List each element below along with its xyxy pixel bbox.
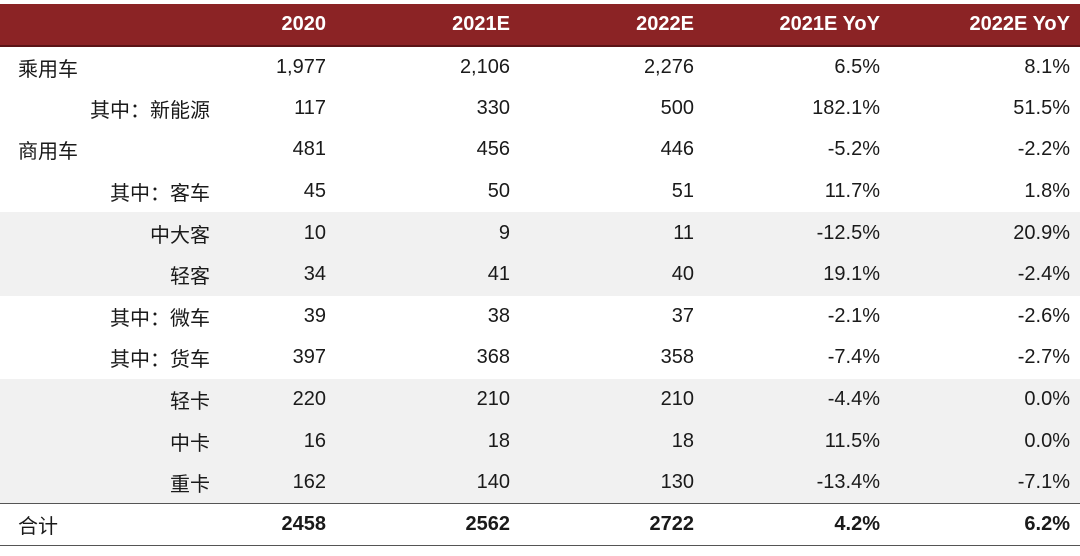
header-cell-2021e: 2021E xyxy=(336,4,520,47)
row-value: 20.9% xyxy=(1013,221,1070,244)
row-value: 0.0% xyxy=(1024,429,1070,452)
row-value: 40 xyxy=(671,263,694,286)
row-value: 210 xyxy=(660,388,694,411)
row-label: 乘用车 xyxy=(18,58,78,81)
header-row: 2020 2021E 2022E 2021E YoY 2022E YoY xyxy=(0,4,1080,47)
table-row: 乘用车 1,977 2,106 2,276 6.5% 8.1% xyxy=(0,46,1080,88)
row-value: -13.4% xyxy=(816,470,880,493)
header-cell-label xyxy=(0,4,224,47)
total-value: 4.2% xyxy=(704,503,890,546)
row-value: 50 xyxy=(487,180,510,203)
row-value: 330 xyxy=(476,96,510,119)
table-row: 其中：微车 39 38 37 -2.1% -2.6% xyxy=(0,296,1080,338)
row-value: -12.5% xyxy=(816,221,880,244)
row-value: 11.7% xyxy=(824,180,880,203)
row-value: -7.1% xyxy=(1017,470,1070,493)
row-value: 11 xyxy=(673,221,694,244)
row-value: 397 xyxy=(292,346,326,369)
row-value: -2.6% xyxy=(1017,304,1070,327)
table-row: 其中：客车 45 50 51 11.7% 1.8% xyxy=(0,171,1080,213)
row-value: 51 xyxy=(671,180,694,203)
row-value: 130 xyxy=(660,470,694,493)
row-value: 11.5% xyxy=(824,429,880,452)
row-label: 轻客 xyxy=(170,266,210,289)
table-header: 2020 2021E 2022E 2021E YoY 2022E YoY xyxy=(0,4,1080,47)
row-value: -2.1% xyxy=(827,304,880,327)
table-row: 重卡 162 140 130 -13.4% -7.1% xyxy=(0,461,1080,504)
row-value: -2.4% xyxy=(1017,263,1070,286)
row-label: 其中：新能源 xyxy=(90,99,210,122)
row-value: 446 xyxy=(660,138,694,161)
row-value: 8.1% xyxy=(1024,55,1070,78)
row-value: 10 xyxy=(303,221,326,244)
row-value: 41 xyxy=(487,263,510,286)
row-value: 39 xyxy=(303,304,326,327)
row-value: 140 xyxy=(476,470,510,493)
row-value: 51.5% xyxy=(1013,96,1070,119)
row-value: 456 xyxy=(476,138,510,161)
table-row: 商用车 481 456 446 -5.2% -2.2% xyxy=(0,129,1080,171)
row-label: 中大客 xyxy=(150,224,210,247)
row-value: 6.5% xyxy=(834,55,880,78)
row-value: -5.2% xyxy=(827,138,880,161)
row-value: 182.1% xyxy=(812,96,880,119)
header-cell-2022e: 2022E xyxy=(520,4,704,47)
row-value: 210 xyxy=(476,388,510,411)
table-row: 中卡 16 18 18 11.5% 0.0% xyxy=(0,420,1080,462)
row-value: 117 xyxy=(294,96,326,119)
row-value: 18 xyxy=(671,429,694,452)
row-value: 45 xyxy=(303,180,326,203)
row-value: 18 xyxy=(487,429,510,452)
row-value: -4.4% xyxy=(827,388,880,411)
row-value: 34 xyxy=(303,263,326,286)
row-label: 商用车 xyxy=(18,141,78,164)
row-value: -2.2% xyxy=(1017,138,1070,161)
row-value: 481 xyxy=(292,138,326,161)
total-value: 2562 xyxy=(336,503,520,546)
row-label: 重卡 xyxy=(170,473,210,496)
row-label: 轻卡 xyxy=(170,391,210,414)
row-value: -2.7% xyxy=(1017,346,1070,369)
header-cell-2022e-yoy: 2022E YoY xyxy=(890,4,1080,47)
table-row: 其中：新能源 117 330 500 182.1% 51.5% xyxy=(0,88,1080,130)
table-row: 轻客 34 41 40 19.1% -2.4% xyxy=(0,253,1080,296)
table-row: 轻卡 220 210 210 -4.4% 0.0% xyxy=(0,378,1080,421)
row-value: 38 xyxy=(487,304,510,327)
row-value: 162 xyxy=(292,470,326,493)
row-value: -7.4% xyxy=(827,346,880,369)
table-body: 乘用车 1,977 2,106 2,276 6.5% 8.1% 其中：新能源 117 330 50… xyxy=(0,46,1080,546)
total-value: 6.2% xyxy=(890,503,1080,546)
row-value: 2,106 xyxy=(459,55,510,78)
row-value: 500 xyxy=(660,96,694,119)
row-value: 19.1% xyxy=(823,263,880,286)
row-label: 中卡 xyxy=(170,432,210,455)
row-value: 9 xyxy=(498,221,510,244)
row-value: 37 xyxy=(671,304,694,327)
row-value: 0.0% xyxy=(1024,388,1070,411)
row-value: 16 xyxy=(303,429,326,452)
row-value: 2,276 xyxy=(643,55,694,78)
row-value: 358 xyxy=(660,346,694,369)
row-value: 220 xyxy=(292,388,326,411)
total-value: 2722 xyxy=(520,503,704,546)
table-row: 中大客 10 9 11 -12.5% 20.9% xyxy=(0,212,1080,254)
row-value: 1,977 xyxy=(275,55,326,78)
row-value: 1.8% xyxy=(1024,180,1070,203)
total-row: 合计 2458 2562 2722 4.2% 6.2% xyxy=(0,503,1080,546)
row-label: 其中：货车 xyxy=(110,349,210,372)
row-value: 368 xyxy=(476,346,510,369)
table-row: 其中：货车 397 368 358 -7.4% -2.7% xyxy=(0,337,1080,379)
total-value: 2458 xyxy=(224,503,336,546)
row-label: 其中：客车 xyxy=(110,183,210,206)
header-cell-2020: 2020 xyxy=(224,4,336,47)
total-label: 合计 xyxy=(0,503,224,546)
vehicle-sales-table: 2020 2021E 2022E 2021E YoY 2022E YoY 乘用车… xyxy=(0,4,1080,546)
row-label: 其中：微车 xyxy=(110,307,210,330)
header-cell-2021e-yoy: 2021E YoY xyxy=(704,4,890,47)
